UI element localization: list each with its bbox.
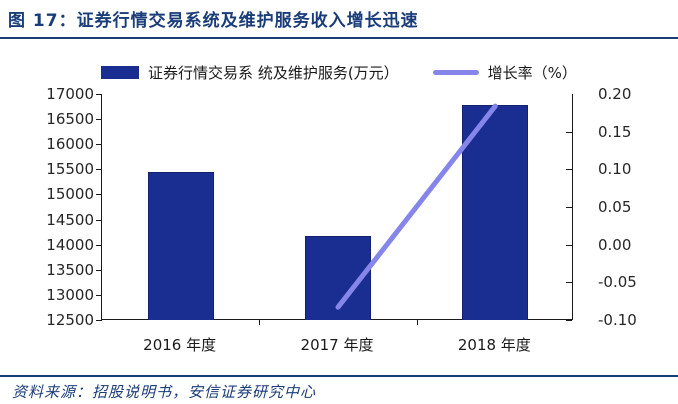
right-axis-tick-label: 0.15: [598, 122, 632, 141]
left-axis-tick-label: 14000: [46, 235, 94, 254]
line-series-label: 增长率（%）: [487, 64, 577, 82]
revenue-bar: [147, 171, 214, 320]
right-axis-tick-label: 0.00: [598, 235, 632, 254]
left-axis-tick-label: 17000: [46, 85, 94, 103]
left-axis-tick: [96, 269, 102, 271]
left-axis-tick: [96, 294, 102, 296]
left-axis-tick-label: 15500: [46, 160, 94, 179]
left-axis-tick: [96, 194, 102, 196]
left-axis-tick: [96, 144, 102, 146]
left-axis-tick-label: 16000: [46, 135, 94, 154]
x-axis-tick: [416, 320, 418, 325]
right-axis-tick-label: -0.05: [598, 273, 637, 292]
right-axis-tick: [566, 207, 572, 208]
right-axis-tick: [566, 169, 572, 171]
x-axis-label: 2017 年度: [300, 336, 374, 354]
title-divider: [0, 37, 678, 39]
right-axis-tick-label: 0.05: [598, 198, 632, 216]
right-axis-tick-label: -0.10: [598, 311, 637, 329]
x-axis-label: 2016 年度: [143, 336, 217, 354]
left-axis-tick: [96, 94, 102, 95]
chart-legend: 证券行情交易系 统及维护服务(万元） 增长率（%）: [0, 62, 678, 83]
right-axis-tick-label: 0.20: [598, 85, 632, 103]
left-axis-tick-label: 13000: [46, 285, 94, 304]
figure-title: 图 17：证券行情交易系统及维护服务收入增长迅速: [8, 11, 419, 31]
left-axis-tick-label: 15000: [46, 185, 94, 204]
right-axis-tick: [566, 131, 572, 133]
right-axis-tick: [566, 282, 572, 284]
left-axis-tick-label: 12500: [46, 311, 94, 329]
left-axis-tick-label: 13500: [46, 260, 94, 279]
line-series-swatch-icon: [432, 70, 479, 75]
x-axis-label: 2018 年度: [457, 336, 531, 354]
left-axis-tick-label: 14500: [46, 210, 94, 229]
right-axis-tick: [566, 320, 572, 321]
source-note: 资料来源：招股说明书，安信证券研究中心: [12, 383, 317, 401]
right-axis-tick-label: 0.10: [598, 160, 632, 179]
source-divider: [0, 375, 678, 377]
bar-series-swatch-icon: [101, 66, 140, 79]
left-axis-tick: [96, 119, 102, 121]
right-axis-tick: [566, 244, 572, 246]
left-axis-tick: [96, 219, 102, 221]
left-axis-tick: [96, 244, 102, 246]
bar-series-label: 证券行情交易系 统及维护服务(万元）: [148, 64, 399, 82]
growth-rate-line: [335, 103, 498, 310]
left-axis-tick: [96, 320, 102, 321]
plot-area: [96, 94, 573, 325]
left-axis-tick: [96, 169, 102, 171]
x-axis-tick: [259, 320, 261, 325]
left-axis-tick-label: 16500: [46, 110, 94, 129]
